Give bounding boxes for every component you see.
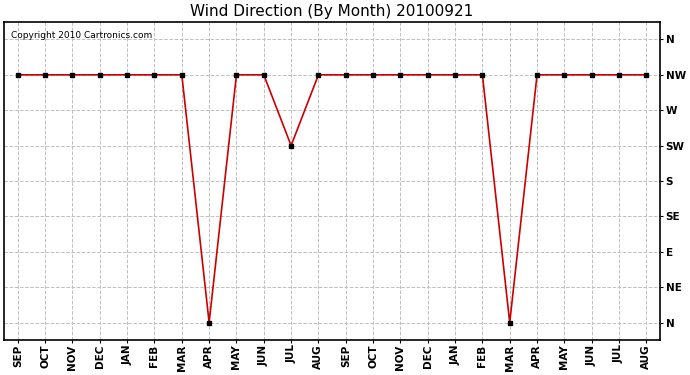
Text: Copyright 2010 Cartronics.com: Copyright 2010 Cartronics.com xyxy=(11,31,152,40)
Title: Wind Direction (By Month) 20100921: Wind Direction (By Month) 20100921 xyxy=(190,4,474,19)
